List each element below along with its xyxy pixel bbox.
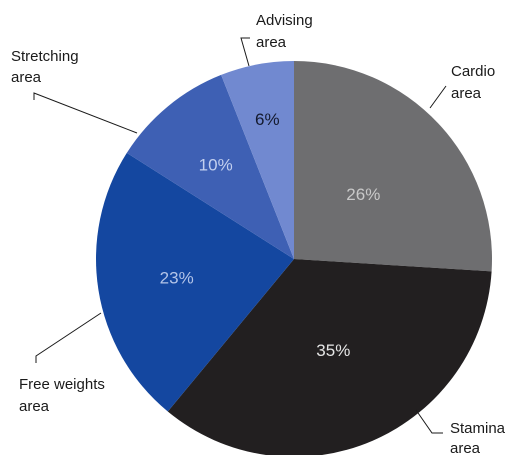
value-label-free-weights: 23% bbox=[160, 269, 194, 288]
pie-slice-free-weights bbox=[96, 152, 294, 412]
leader-line-stretching bbox=[33, 92, 138, 134]
leader-line-cardio bbox=[429, 85, 447, 109]
value-label-advising: 6% bbox=[255, 110, 280, 129]
value-label-stamina: 35% bbox=[316, 341, 350, 360]
leader-line-free-weights bbox=[35, 312, 102, 363]
pie-slice-cardio bbox=[294, 61, 493, 272]
leader-lines bbox=[33, 37, 447, 434]
category-label-stretching: Stretching area bbox=[11, 48, 83, 86]
pie-slices bbox=[96, 61, 493, 455]
category-label-free-weights: Free weights area bbox=[19, 376, 109, 415]
pie-slice-stretching bbox=[126, 74, 294, 260]
pie-slice-stamina bbox=[167, 259, 492, 455]
leader-line-advising bbox=[240, 37, 250, 67]
pie-slice-advising bbox=[221, 61, 294, 259]
value-label-cardio: 26% bbox=[346, 185, 380, 204]
leader-line-stamina bbox=[415, 409, 443, 434]
slice-value-labels: 26% 35% 23% 10% 6% bbox=[160, 110, 381, 360]
value-label-stretching: 10% bbox=[199, 155, 233, 174]
category-label-cardio: Cardio area bbox=[451, 63, 499, 102]
category-label-advising: Advising area bbox=[256, 12, 317, 51]
category-label-stamina: Stamina area bbox=[450, 420, 509, 455]
